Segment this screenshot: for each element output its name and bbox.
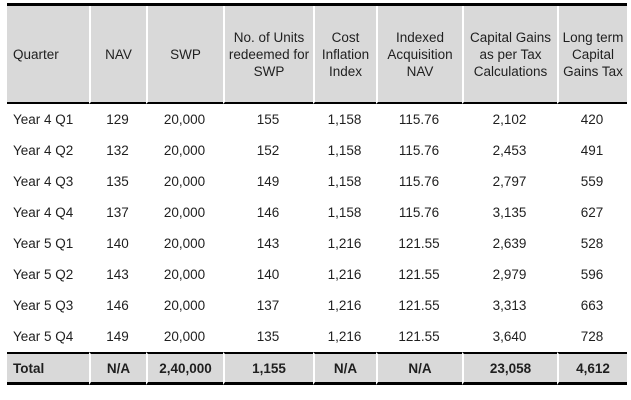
cell-capital-gains: 2,979: [492, 267, 527, 282]
header-cell-indexed-acquisition-nav: Indexed Acquisition NAV: [376, 6, 462, 104]
cell-indexed-acquisition-nav: 121.55: [398, 329, 440, 344]
table-footer: Total N/A 2,40,000 1,155 N/A N/A 23,058 4,612: [7, 352, 627, 385]
cell-quarter: Year 4 Q4: [13, 205, 74, 220]
header-cell-swp: SWP: [146, 6, 223, 104]
header-cell-units-redeemed: No. of Units redeemed for SWP: [223, 6, 313, 104]
total-cell-ltcg-tax: 4,612: [557, 352, 627, 385]
cell-units-redeemed: 140: [256, 267, 280, 282]
header-cell-cost-inflation-index: Cost Inflation Index: [313, 6, 376, 104]
cell-cost-inflation-index: 1,216: [327, 236, 362, 251]
table-row: Year 4 Q4 137 20,000 146 1,158 115.76 3,135 627: [7, 197, 627, 228]
total-cell-units-redeemed: 1,155: [223, 352, 313, 385]
header-row: Quarter NAV SWP No. of Units redeemed for S…: [7, 6, 627, 104]
header-cell-ltcg-tax: Long term Capital Gains Tax: [557, 6, 627, 104]
total-cell-capital-gains: 23,058: [462, 352, 557, 385]
cell-swp: 20,000: [163, 112, 206, 127]
table-row: Year 5 Q2 143 20,000 140 1,216 121.55 2,979 596: [7, 259, 627, 290]
cell-cost-inflation-index: 1,158: [327, 174, 362, 189]
cell-ltcg-tax: 728: [580, 329, 604, 344]
cell-cost-inflation-index: 1,158: [327, 112, 362, 127]
table-header: Quarter NAV SWP No. of Units redeemed for S…: [7, 6, 627, 104]
cell-quarter: Year 5 Q2: [13, 267, 74, 282]
cell-indexed-acquisition-nav: 115.76: [398, 205, 440, 220]
header-cell-capital-gains: Capital Gains as per Tax Calculations: [462, 6, 557, 104]
cell-nav: 137: [106, 205, 129, 220]
cell-capital-gains: 3,135: [492, 205, 527, 220]
cell-indexed-acquisition-nav: 115.76: [398, 174, 440, 189]
cell-cost-inflation-index: 1,216: [327, 267, 362, 282]
total-row: Total N/A 2,40,000 1,155 N/A N/A 23,058 4,612: [7, 352, 627, 385]
cell-units-redeemed: 152: [256, 143, 280, 158]
cell-ltcg-tax: 491: [580, 143, 604, 158]
cell-nav: 140: [106, 236, 129, 251]
cell-nav: 146: [106, 298, 129, 313]
cell-quarter: Year 5 Q3: [13, 298, 74, 313]
cell-capital-gains: 3,313: [492, 298, 527, 313]
header-cell-quarter: Quarter: [7, 6, 89, 104]
cell-ltcg-tax: 528: [580, 236, 604, 251]
cell-indexed-acquisition-nav: 121.55: [398, 298, 440, 313]
cell-nav: 135: [106, 174, 129, 189]
cell-swp: 20,000: [163, 329, 206, 344]
cell-ltcg-tax: 627: [580, 205, 604, 220]
cell-capital-gains: 2,639: [492, 236, 527, 251]
table-row: Year 5 Q4 149 20,000 135 1,216 121.55 3,640 728: [7, 321, 627, 352]
cell-units-redeemed: 146: [256, 205, 280, 220]
cell-quarter: Year 4 Q2: [13, 143, 74, 158]
cell-capital-gains: 2,797: [492, 174, 527, 189]
table-row: Year 4 Q1 129 20,000 155 1,158 115.76 2,102 420: [7, 104, 627, 135]
cell-quarter: Year 4 Q1: [13, 112, 74, 127]
cell-cost-inflation-index: 1,216: [327, 329, 362, 344]
cell-units-redeemed: 149: [256, 174, 280, 189]
cell-units-redeemed: 143: [256, 236, 280, 251]
header-cell-nav: NAV: [89, 6, 146, 104]
cell-cost-inflation-index: 1,158: [327, 205, 362, 220]
cell-capital-gains: 2,102: [492, 112, 527, 127]
cell-swp: 20,000: [163, 267, 206, 282]
cell-units-redeemed: 135: [256, 329, 280, 344]
cell-cost-inflation-index: 1,158: [327, 143, 362, 158]
cell-indexed-acquisition-nav: 115.76: [398, 143, 440, 158]
table-row: Year 4 Q3 135 20,000 149 1,158 115.76 2,797 559: [7, 166, 627, 197]
total-cell-cost-inflation-index: N/A: [313, 352, 376, 385]
cell-swp: 20,000: [163, 236, 206, 251]
cell-quarter: Year 5 Q4: [13, 329, 74, 344]
cell-nav: 143: [106, 267, 129, 282]
table-row: Year 5 Q1 140 20,000 143 1,216 121.55 2,639 528: [7, 228, 627, 259]
cell-cost-inflation-index: 1,216: [327, 298, 362, 313]
swp-capital-gains-table: Quarter NAV SWP No. of Units redeemed for S…: [7, 3, 627, 385]
total-cell-quarter: Total: [7, 352, 89, 385]
cell-ltcg-tax: 420: [580, 112, 604, 127]
total-cell-nav: N/A: [89, 352, 146, 385]
cell-swp: 20,000: [163, 174, 206, 189]
table-body: Year 4 Q1 129 20,000 155 1,158 115.76 2,102 420…: [7, 104, 627, 352]
cell-indexed-acquisition-nav: 115.76: [398, 112, 440, 127]
cell-nav: 129: [106, 112, 129, 127]
cell-units-redeemed: 137: [256, 298, 280, 313]
cell-nav: 149: [106, 329, 129, 344]
cell-swp: 20,000: [163, 298, 206, 313]
cell-quarter: Year 5 Q1: [13, 236, 74, 251]
cell-quarter: Year 4 Q3: [13, 174, 74, 189]
total-cell-indexed-acquisition-nav: N/A: [376, 352, 462, 385]
cell-units-redeemed: 155: [256, 112, 280, 127]
cell-ltcg-tax: 663: [580, 298, 604, 313]
total-cell-swp: 2,40,000: [146, 352, 223, 385]
cell-swp: 20,000: [163, 143, 206, 158]
cell-capital-gains: 2,453: [492, 143, 527, 158]
cell-indexed-acquisition-nav: 121.55: [398, 236, 440, 251]
table-row: Year 4 Q2 132 20,000 152 1,158 115.76 2,453 491: [7, 135, 627, 166]
cell-swp: 20,000: [163, 205, 206, 220]
cell-nav: 132: [106, 143, 129, 158]
cell-capital-gains: 3,640: [492, 329, 527, 344]
cell-ltcg-tax: 596: [580, 267, 604, 282]
table-row: Year 5 Q3 146 20,000 137 1,216 121.55 3,313 663: [7, 290, 627, 321]
cell-indexed-acquisition-nav: 121.55: [398, 267, 440, 282]
cell-ltcg-tax: 559: [580, 174, 604, 189]
